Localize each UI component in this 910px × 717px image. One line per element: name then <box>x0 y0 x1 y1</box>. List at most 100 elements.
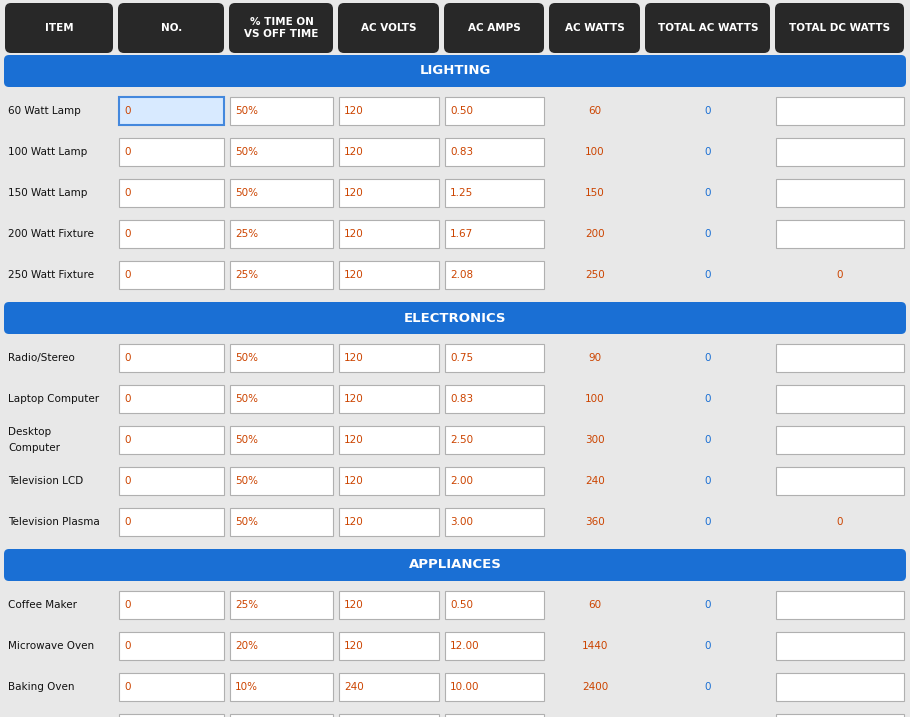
Bar <box>119 385 224 413</box>
Bar <box>339 591 439 619</box>
Text: 0: 0 <box>124 641 130 651</box>
Text: 0: 0 <box>124 394 130 404</box>
Text: 120: 120 <box>344 106 364 116</box>
Bar <box>119 426 224 454</box>
Text: 50%: 50% <box>235 394 258 404</box>
Text: 120: 120 <box>344 353 364 363</box>
Text: 0: 0 <box>704 394 712 404</box>
Text: 120: 120 <box>344 517 364 527</box>
Text: 10.00: 10.00 <box>450 682 480 692</box>
Text: 0: 0 <box>704 641 712 651</box>
Text: 120: 120 <box>344 229 364 239</box>
Text: 0: 0 <box>124 106 130 116</box>
Bar <box>119 632 224 660</box>
Bar <box>339 179 439 207</box>
Bar <box>445 714 544 717</box>
Text: 120: 120 <box>344 270 364 280</box>
FancyBboxPatch shape <box>444 3 544 53</box>
Bar <box>776 467 904 495</box>
Bar <box>339 385 439 413</box>
FancyBboxPatch shape <box>549 3 640 53</box>
Text: 0.50: 0.50 <box>450 106 473 116</box>
Text: 0: 0 <box>124 270 130 280</box>
Text: AC VOLTS: AC VOLTS <box>361 23 417 33</box>
Text: 0.83: 0.83 <box>450 394 473 404</box>
Bar <box>119 220 224 248</box>
Bar <box>230 632 333 660</box>
Bar <box>230 591 333 619</box>
Bar <box>445 138 544 166</box>
Text: 50%: 50% <box>235 435 258 445</box>
Text: 300: 300 <box>585 435 605 445</box>
Bar <box>230 426 333 454</box>
Bar <box>445 467 544 495</box>
Text: 50%: 50% <box>235 147 258 157</box>
Text: 0: 0 <box>704 435 712 445</box>
Text: 0: 0 <box>837 517 844 527</box>
Text: 120: 120 <box>344 600 364 610</box>
Text: 20%: 20% <box>235 641 258 651</box>
Text: 0: 0 <box>124 600 130 610</box>
Text: Desktop: Desktop <box>8 427 51 437</box>
Bar <box>776 673 904 701</box>
Bar <box>119 261 224 289</box>
Bar <box>230 344 333 372</box>
FancyBboxPatch shape <box>5 3 113 53</box>
Text: 25%: 25% <box>235 600 258 610</box>
Text: % TIME ON
VS OFF TIME: % TIME ON VS OFF TIME <box>244 17 318 39</box>
FancyBboxPatch shape <box>4 302 906 334</box>
Text: 120: 120 <box>344 188 364 198</box>
Bar <box>230 714 333 717</box>
Text: Computer: Computer <box>8 443 60 453</box>
FancyBboxPatch shape <box>645 3 770 53</box>
Text: 2.50: 2.50 <box>450 435 473 445</box>
Text: 100: 100 <box>585 147 605 157</box>
FancyBboxPatch shape <box>229 3 333 53</box>
Text: 1440: 1440 <box>581 641 608 651</box>
Text: 0: 0 <box>704 600 712 610</box>
Bar <box>119 179 224 207</box>
Text: 120: 120 <box>344 147 364 157</box>
Text: 250: 250 <box>585 270 605 280</box>
Text: ELECTRONICS: ELECTRONICS <box>404 311 506 325</box>
Text: 360: 360 <box>585 517 605 527</box>
Text: 60: 60 <box>589 106 602 116</box>
Text: Television Plasma: Television Plasma <box>8 517 100 527</box>
Text: 0: 0 <box>704 682 712 692</box>
Bar <box>119 508 224 536</box>
Bar <box>776 97 904 125</box>
Text: 0: 0 <box>704 353 712 363</box>
Text: LIGHTING: LIGHTING <box>420 65 490 77</box>
Bar <box>339 97 439 125</box>
Text: 240: 240 <box>585 476 605 486</box>
Bar <box>445 179 544 207</box>
Bar <box>445 673 544 701</box>
Bar <box>776 426 904 454</box>
Bar <box>339 138 439 166</box>
Bar <box>445 220 544 248</box>
Text: 25%: 25% <box>235 229 258 239</box>
Text: 120: 120 <box>344 476 364 486</box>
Bar <box>776 344 904 372</box>
Text: Baking Oven: Baking Oven <box>8 682 75 692</box>
Text: APPLIANCES: APPLIANCES <box>409 559 501 571</box>
Bar <box>445 591 544 619</box>
Bar <box>119 673 224 701</box>
Text: 150: 150 <box>585 188 605 198</box>
Text: 1.67: 1.67 <box>450 229 473 239</box>
Bar <box>445 261 544 289</box>
Text: 0: 0 <box>124 476 130 486</box>
Text: 0: 0 <box>704 517 712 527</box>
Text: 50%: 50% <box>235 106 258 116</box>
Text: 0: 0 <box>837 270 844 280</box>
Text: AC WATTS: AC WATTS <box>565 23 625 33</box>
Bar <box>230 138 333 166</box>
Bar <box>445 426 544 454</box>
Text: 0: 0 <box>124 188 130 198</box>
FancyBboxPatch shape <box>4 549 906 581</box>
Text: 120: 120 <box>344 641 364 651</box>
Text: 150 Watt Lamp: 150 Watt Lamp <box>8 188 87 198</box>
Bar <box>339 632 439 660</box>
Text: 0: 0 <box>704 270 712 280</box>
Text: 250 Watt Fixture: 250 Watt Fixture <box>8 270 94 280</box>
